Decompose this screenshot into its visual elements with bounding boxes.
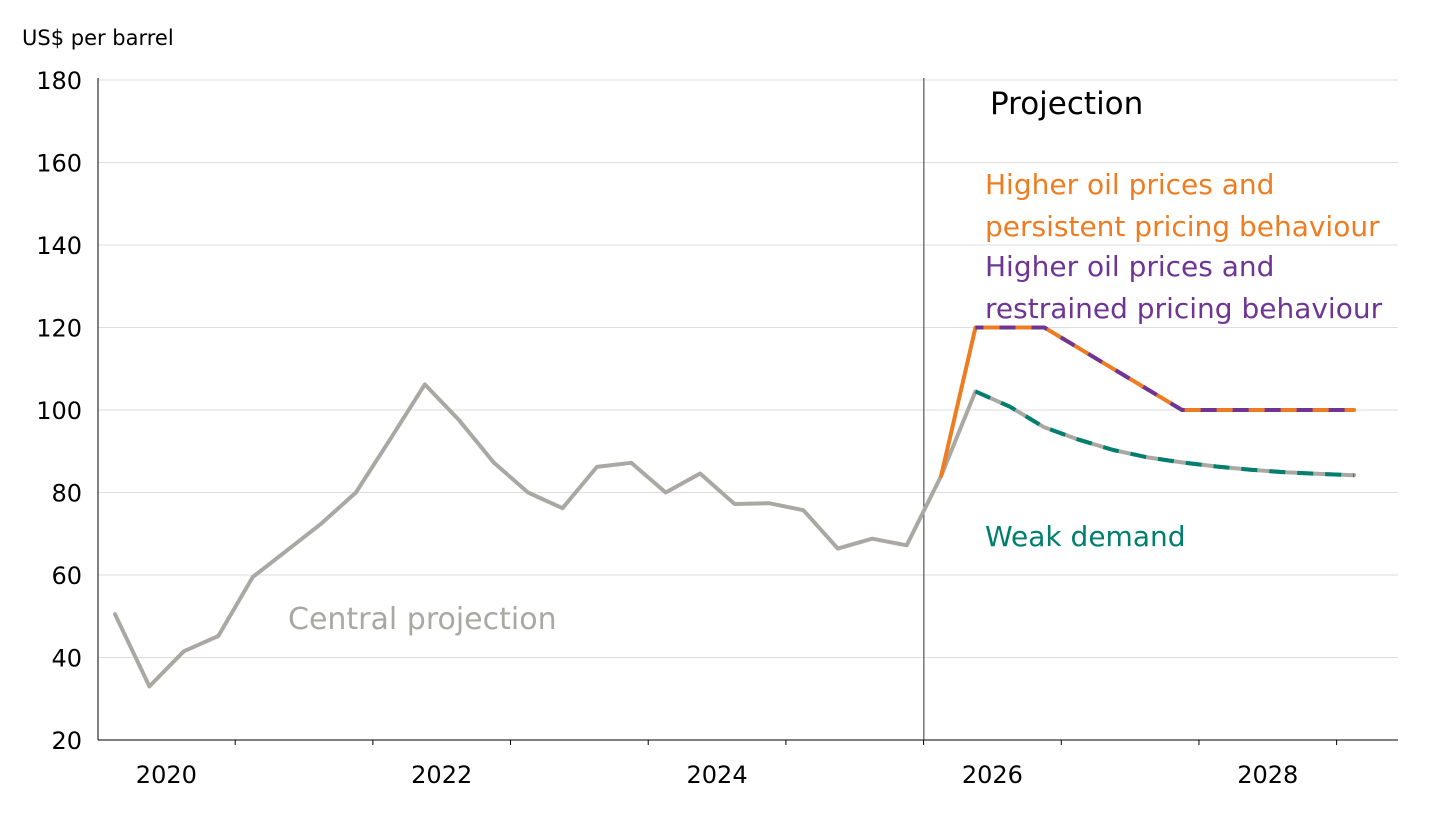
series-line-central [113, 382, 1357, 689]
series-label-weak-demand: Weak demand [985, 520, 1186, 553]
series-label-higher-persistent: Higher oil prices and persistent pricing … [985, 168, 1380, 243]
series-lines [113, 325, 1357, 689]
x-tick-label: 2020 [136, 761, 197, 789]
series-line-higher-restrained [975, 325, 1355, 412]
y-axis-label: US$ per barrel [22, 26, 174, 50]
y-tick-label: 120 [36, 315, 82, 343]
series-label-central: Central projection [288, 602, 557, 637]
series-label-higher-restrained: Higher oil prices and restrained pricing … [985, 250, 1383, 325]
label-line: restrained pricing behaviour [985, 292, 1383, 325]
y-tick-label: 100 [36, 397, 82, 425]
y-tick-label: 160 [36, 150, 82, 178]
label-line: Higher oil prices and [985, 250, 1274, 283]
y-tick-label: 80 [51, 480, 82, 508]
y-tick-label: 180 [36, 67, 82, 95]
labels: US$ per barrel Projection Central projec… [22, 26, 1383, 637]
x-tick-label: 2024 [687, 761, 748, 789]
axes: 20 40 60 80 100 120 140 160 180 2020 2022 2024 2026 2… [36, 67, 1398, 789]
gridlines [98, 79, 1398, 658]
y-tick-label: 140 [36, 232, 82, 260]
x-tick-label: 2022 [411, 761, 472, 789]
label-line: Higher oil prices and [985, 168, 1274, 201]
label-line: persistent pricing behaviour [985, 210, 1380, 243]
projection-label: Projection [990, 86, 1143, 122]
x-tick-label: 2026 [962, 761, 1023, 789]
y-tick-label: 40 [51, 645, 82, 673]
y-tick-label: 20 [51, 727, 82, 755]
x-tick-label: 2028 [1237, 761, 1298, 789]
y-tick-label: 60 [51, 562, 82, 590]
series-line-weak-demand [974, 389, 1355, 478]
